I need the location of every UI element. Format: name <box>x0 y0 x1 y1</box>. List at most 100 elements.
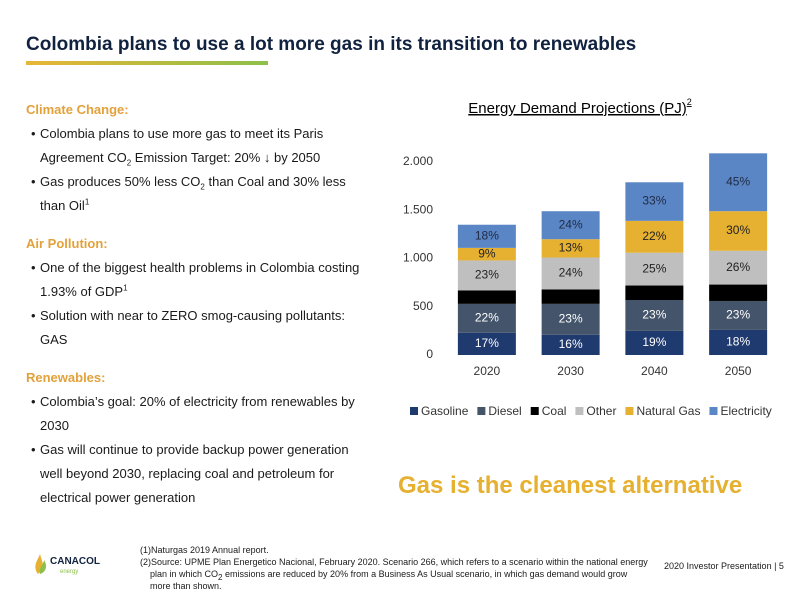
title-underline <box>26 61 268 65</box>
bar-segment <box>541 239 600 258</box>
slogan: Gas is the cleanest alternative <box>398 472 743 499</box>
segment-label: 33% <box>642 194 666 208</box>
segment-label: 16% <box>559 337 583 351</box>
x-tick-label: 2030 <box>557 364 584 378</box>
text-run: Colombia plans to use more gas to meet i… <box>40 126 324 165</box>
section-heading: Climate Change: <box>26 102 129 117</box>
logo: CANACOL energy <box>35 554 100 575</box>
bar-segment <box>457 224 516 248</box>
bar-segment <box>457 247 516 261</box>
segment-label: 25% <box>642 261 666 275</box>
legend-label: Gasoline <box>421 404 469 418</box>
bar-segment <box>625 330 684 355</box>
legend-label: Electricity <box>720 404 771 418</box>
bullet: Colombia’s goal: 20% of electricity from… <box>26 390 371 438</box>
bullet: Colombia plans to use more gas to meet i… <box>26 122 371 170</box>
subscript: 2 <box>126 158 132 168</box>
y-tick-label: 1.500 <box>403 202 433 216</box>
text-run: Colombia’s goal: 20% of electricity from… <box>40 394 355 433</box>
y-tick-label: 0 <box>426 347 433 361</box>
y-tick-label: 1.000 <box>403 251 433 265</box>
bullet: Gas produces 50% less CO2 than Coal and … <box>26 170 371 218</box>
segment-label: 23% <box>559 311 583 325</box>
bar-segment <box>541 257 600 290</box>
segment-label: 19% <box>642 335 666 349</box>
bullet: One of the biggest health problems in Co… <box>26 256 371 304</box>
text-run: (1)Naturgas 2019 Annual report. <box>140 545 269 555</box>
chart-title-sup: 2 <box>687 97 692 107</box>
superscript: 1 <box>84 197 90 207</box>
text-run: emissions are reduced by 20% from a Busi… <box>150 569 628 591</box>
subscript: 2 <box>200 182 205 192</box>
legend-swatch <box>709 407 718 415</box>
chart-title-text: Energy Demand Projections (PJ) <box>468 100 686 117</box>
logo-name: CANACOL <box>50 556 100 567</box>
text-run: Emission Target: 20% ↓ by 2050 <box>131 150 321 165</box>
bar-segment <box>709 211 768 251</box>
text-run: Gas produces 50% less CO <box>40 174 201 189</box>
bar-segment <box>709 300 768 330</box>
segment-label: 30% <box>726 223 750 237</box>
bar-segment <box>457 332 516 355</box>
legend-label: Coal <box>542 404 567 418</box>
bar-segment <box>541 289 600 304</box>
chart: Energy Demand Projections (PJ)205001.000… <box>403 97 772 418</box>
segment-label: 23% <box>642 308 666 322</box>
bar-segment <box>709 284 768 301</box>
bar-segment <box>457 290 516 304</box>
text-run: (2)Source: UPME Plan Energetico Nacional… <box>140 557 648 579</box>
bar-segment <box>625 299 684 331</box>
page-footer: 2020 Investor Presentation | 5 <box>664 561 784 571</box>
bar-segment <box>541 303 600 335</box>
text-run: One of the biggest health problems in Co… <box>40 260 360 299</box>
bar-segment <box>625 285 684 300</box>
segment-label: 23% <box>726 308 750 322</box>
text-panel: Climate Change: Colombia plans to use mor… <box>26 98 371 510</box>
segment-label: 9% <box>478 246 496 260</box>
x-tick-label: 2020 <box>474 364 501 378</box>
bar-segment <box>709 250 768 285</box>
legend-swatch <box>410 407 418 415</box>
segment-label: 23% <box>475 268 499 282</box>
section-heading: Renewables: <box>26 370 106 385</box>
bar-segment <box>709 329 768 355</box>
segment-label: 45% <box>726 174 750 188</box>
y-tick-label: 2.000 <box>403 154 433 168</box>
bar-segment <box>541 334 600 355</box>
subscript: 2 <box>218 572 223 582</box>
bar-segment <box>457 303 516 333</box>
y-tick-label: 500 <box>413 299 433 313</box>
x-tick-label: 2050 <box>725 364 752 378</box>
segment-label: 18% <box>726 335 750 349</box>
chart-title: Energy Demand Projections (PJ)2 <box>468 97 691 117</box>
section-heading: Air Pollution: <box>26 236 108 251</box>
bullet: Gas will continue to provide backup powe… <box>26 438 371 510</box>
segment-label: 24% <box>559 266 583 280</box>
text-run: Gas will continue to provide backup powe… <box>40 442 349 505</box>
text-run: Solution with near to ZERO smog-causing … <box>40 308 345 347</box>
segment-label: 13% <box>559 241 583 255</box>
segment-label: 17% <box>475 336 499 350</box>
segment-label: 24% <box>559 217 583 231</box>
text-run: than Coal and 30% less than Oil <box>40 174 346 213</box>
legend-label: Other <box>586 404 616 418</box>
legend-label: Natural Gas <box>636 404 700 418</box>
logo-flame <box>39 560 47 574</box>
segment-label: 26% <box>726 260 750 274</box>
bar-segment <box>625 182 684 221</box>
legend-label: Diesel <box>488 404 521 418</box>
legend-swatch <box>530 407 539 415</box>
superscript: 1 <box>123 283 128 293</box>
x-tick-label: 2040 <box>641 364 668 378</box>
bar-segment <box>709 153 768 212</box>
footnotes: (1)Naturgas 2019 Annual report. (2)Source… <box>140 544 650 592</box>
segment-label: 22% <box>475 311 499 325</box>
slide-title: Colombia plans to use a lot more gas in … <box>26 34 637 55</box>
segment-label: 18% <box>475 228 499 242</box>
bar-segment <box>541 211 600 240</box>
legend-swatch <box>477 407 486 415</box>
footnote: (2)Source: UPME Plan Energetico Nacional… <box>140 556 650 592</box>
bar-segment <box>625 252 684 286</box>
segment-label: 22% <box>642 229 666 243</box>
